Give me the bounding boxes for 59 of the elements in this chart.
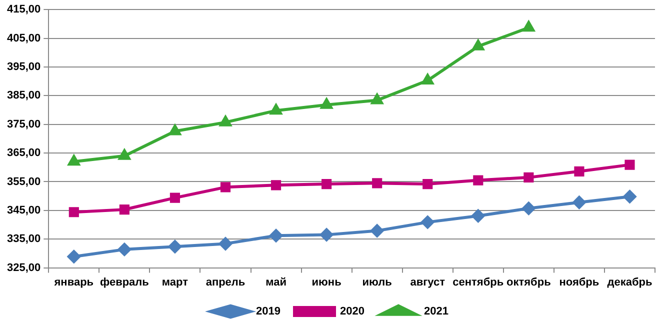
point (270, 229, 283, 242)
point (522, 21, 535, 32)
point (270, 104, 282, 115)
point (320, 98, 332, 109)
y-tick-label: 415,00 (6, 4, 41, 16)
point (572, 196, 586, 209)
x-tick-label: декабрь (607, 276, 652, 288)
point (118, 149, 130, 160)
point (524, 172, 534, 182)
x-tick-label: октябрь (506, 276, 552, 288)
point (472, 209, 485, 222)
point (623, 190, 636, 204)
point (371, 94, 383, 104)
point (320, 228, 334, 242)
x-tick-label: апрель (206, 276, 246, 288)
y-tick-label: 365,00 (6, 147, 41, 160)
point (422, 178, 433, 190)
point (522, 202, 536, 215)
point (68, 155, 80, 166)
point (574, 166, 584, 176)
point (220, 116, 232, 126)
y-tick-label: 335,00 (6, 233, 41, 246)
point (472, 40, 484, 50)
point (473, 175, 484, 186)
point (170, 192, 180, 203)
point (67, 250, 80, 264)
legend-label: 2021 (424, 306, 448, 318)
point (322, 178, 332, 190)
point (421, 216, 434, 229)
x-tick-label: август (410, 276, 446, 288)
point (119, 204, 130, 215)
x-tick-label: март (162, 276, 189, 288)
x-tick-label: ноябрь (559, 276, 600, 288)
y-tick-label: 375,00 (6, 118, 41, 130)
legend-label: 2020 (340, 306, 364, 318)
point (169, 124, 181, 136)
x-tick-label: май (266, 276, 286, 288)
y-tick-label: 405,00 (6, 32, 41, 44)
x-tick-label: июнь (312, 276, 342, 288)
legend-label: 2019 (256, 306, 281, 318)
y-tick-label: 385,00 (6, 90, 41, 102)
y-tick-label: 395,00 (6, 61, 41, 74)
x-tick-label: сентябрь (452, 276, 504, 288)
point (372, 178, 382, 188)
point (118, 242, 131, 256)
y-tick-label: 325,00 (6, 262, 41, 274)
point (220, 182, 231, 192)
y-tick-label: 355,00 (6, 176, 41, 188)
point (168, 240, 182, 254)
point (422, 74, 434, 84)
x-tick-label: февраль (100, 276, 150, 288)
point (624, 160, 635, 170)
y-tick-label: 345,00 (6, 204, 41, 216)
x-tick-label: январь (54, 276, 94, 288)
point (68, 207, 79, 218)
point (370, 224, 384, 238)
point (270, 180, 282, 190)
x-tick-label: июль (362, 276, 392, 288)
point (219, 237, 232, 250)
